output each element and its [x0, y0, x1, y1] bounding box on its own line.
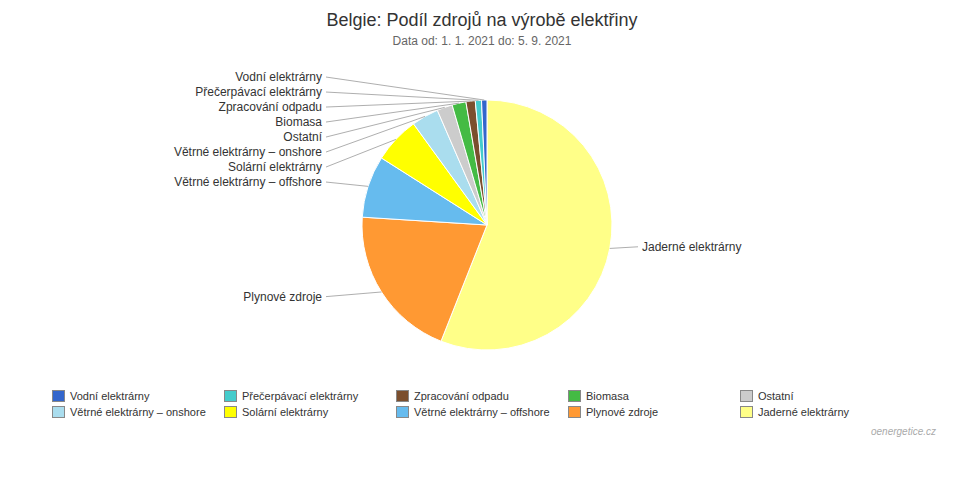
html-text:Solární elektrárny: Solární elektrárny: [242, 406, 329, 418]
svg-text:Přečerpávací elektrárny: Přečerpávací elektrárny: [195, 85, 322, 99]
svg-text:Jaderné elektrárny: Jaderné elektrárny: [642, 240, 741, 254]
html-text:oenergetice.cz: oenergetice.cz: [871, 426, 936, 437]
svg-text:Větrné elektrárny – onshore: Větrné elektrárny – onshore: [174, 145, 322, 159]
svg-text:Zpracování odpadu: Zpracování odpadu: [219, 100, 322, 114]
html-text:Přečerpávací elektrárny: Přečerpávací elektrárny: [242, 390, 359, 402]
html-text:Zpracování odpadu: Zpracování odpadu: [414, 390, 509, 402]
html-text:Belgie: Podíl zdrojů na výrobě: Belgie: Podíl zdrojů na výrobě elektřiny: [326, 10, 638, 30]
html-text:Vodní elektrárny: Vodní elektrárny: [70, 390, 150, 402]
html-text:Biomasa: Biomasa: [586, 390, 629, 402]
html-text:Větrné elektrárny – onshore: Větrné elektrárny – onshore: [70, 406, 206, 418]
html-text:Data od: 1. 1. 2021 do: 5. 9.: Data od: 1. 1. 2021 do: 5. 9. 2021: [392, 34, 572, 48]
svg-text:Solární elektrárny: Solární elektrárny: [228, 160, 322, 174]
svg-text:Plynové zdroje: Plynové zdroje: [243, 290, 322, 304]
svg-text:Větrné elektrárny – offshore: Větrné elektrárny – offshore: [174, 175, 322, 189]
html-text:Plynové zdroje: Plynové zdroje: [586, 406, 659, 418]
svg-text:Ostatní: Ostatní: [283, 130, 322, 144]
html-text:Jaderné elektrárny: Jaderné elektrárny: [758, 406, 850, 418]
html-text:Ostatní: Ostatní: [758, 390, 794, 402]
svg-text:Vodní elektrárny: Vodní elektrárny: [235, 70, 322, 84]
svg-text:Biomasa: Biomasa: [275, 115, 322, 129]
html-text:Větrné elektrárny – offshore: Větrné elektrárny – offshore: [414, 406, 550, 418]
